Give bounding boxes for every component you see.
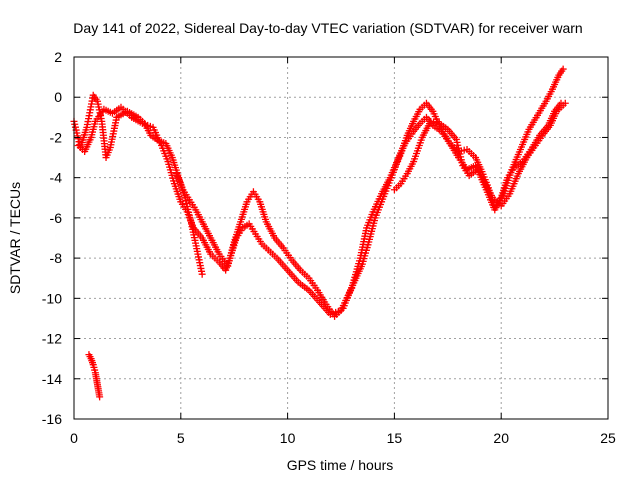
x-tick-label: 10 [280, 430, 296, 446]
grid-lines [74, 57, 608, 419]
y-tick-label: -6 [50, 210, 63, 226]
y-tick-label: -4 [50, 170, 63, 186]
y-tick-label: -16 [42, 411, 62, 427]
y-tick-label: -12 [42, 331, 62, 347]
y-tick-label: -2 [50, 129, 63, 145]
x-tick-label: 20 [493, 430, 509, 446]
data-point [198, 270, 206, 278]
chart-title: Day 141 of 2022, Sidereal Day-to-day VTE… [73, 20, 582, 36]
x-axis-title: GPS time / hours [287, 457, 394, 473]
series-trace-e [85, 351, 104, 401]
y-axis-title: SDTVAR / TECUs [7, 182, 23, 294]
x-tick-label: 25 [600, 430, 616, 446]
y-tick-label: 2 [54, 49, 62, 65]
y-tick-label: -8 [50, 250, 63, 266]
data-point [559, 65, 567, 73]
data-point [561, 99, 569, 107]
y-tick-label: -10 [42, 290, 62, 306]
data-points [70, 65, 569, 401]
data-point [96, 393, 104, 401]
y-tick-label: 0 [54, 89, 62, 105]
x-tick-label: 5 [177, 430, 185, 446]
y-axis-ticks: -16 -14 -12 -10 -8 -6 -4 -2 0 2 [42, 49, 608, 427]
series-trace-d [390, 65, 567, 214]
x-tick-label: 15 [387, 430, 403, 446]
y-tick-label: -14 [42, 371, 62, 387]
x-tick-label: 0 [70, 430, 78, 446]
plot-frame [73, 56, 609, 420]
x-axis-ticks: 0 5 10 15 20 25 [70, 57, 616, 446]
